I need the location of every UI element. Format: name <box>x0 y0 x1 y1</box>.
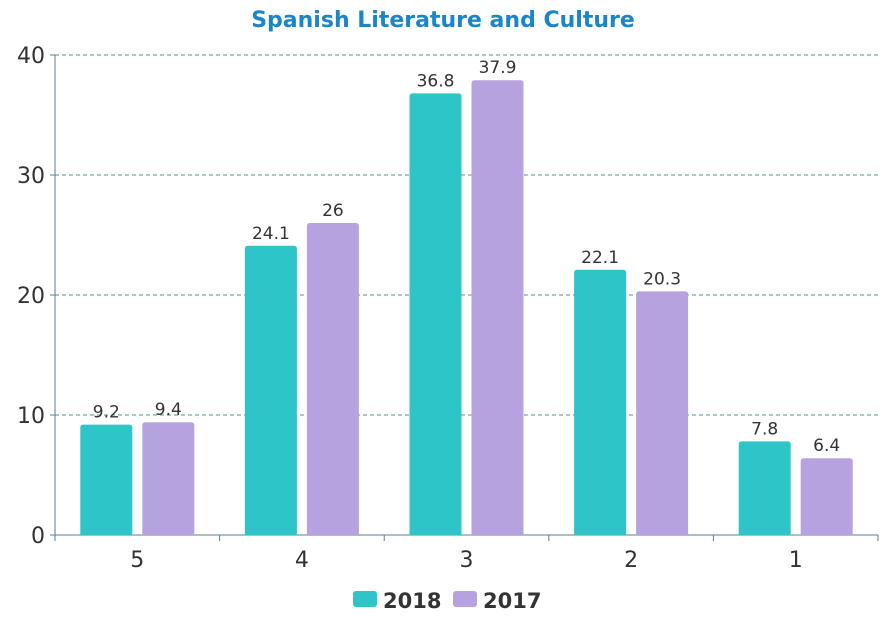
data-label-2017-2: 20.3 <box>643 269 681 289</box>
x-tick-label-2: 2 <box>624 548 638 573</box>
data-label-2017-5: 9.4 <box>155 400 182 420</box>
data-label-2018-5: 9.2 <box>93 403 120 423</box>
legend-label-2017[interactable]: 2017 <box>483 589 541 613</box>
data-label-2017-3: 37.9 <box>479 58 517 78</box>
chart-title: Spanish Literature and Culture <box>251 8 635 33</box>
data-label-2018-4: 24.1 <box>252 224 290 244</box>
x-tick-label-5: 5 <box>130 548 144 573</box>
bars <box>80 80 853 536</box>
legend[interactable]: 2018 2017 <box>353 589 541 613</box>
bar-2017-4[interactable] <box>306 223 359 535</box>
x-tick-label-1: 1 <box>789 548 803 573</box>
bar-2017-3[interactable] <box>471 80 524 535</box>
bar-2017-2[interactable] <box>636 291 689 535</box>
bar-2017-5[interactable] <box>142 422 195 535</box>
x-tick-label-3: 3 <box>460 548 474 573</box>
x-tick-label-4: 4 <box>295 548 309 573</box>
y-tick-label-30: 30 <box>17 164 45 189</box>
bar-2018-5[interactable] <box>80 424 133 535</box>
y-tick-label-20: 20 <box>17 284 45 309</box>
y-tick-label-10: 10 <box>17 404 45 429</box>
bar-2018-1[interactable] <box>738 441 791 535</box>
legend-label-2018[interactable]: 2018 <box>383 589 441 613</box>
legend-swatch-2017[interactable] <box>453 591 477 607</box>
bar-2018-3[interactable] <box>409 93 462 536</box>
data-label-2018-3: 36.8 <box>417 71 455 91</box>
data-label-2018-1: 7.8 <box>751 419 778 439</box>
bar-2018-2[interactable] <box>574 269 627 535</box>
data-label-2018-2: 22.1 <box>581 248 619 268</box>
bar-2018-4[interactable] <box>244 245 297 536</box>
legend-swatch-2018[interactable] <box>353 591 377 607</box>
y-tick-label-40: 40 <box>17 44 45 69</box>
data-label-2017-4: 26 <box>322 201 344 221</box>
y-tick-label-0: 0 <box>31 524 45 549</box>
grid-lines <box>55 54 878 416</box>
bar-2017-1[interactable] <box>800 458 853 535</box>
data-label-2017-1: 6.4 <box>813 436 840 456</box>
data-labels: 9.2 9.4 24.1 26 36.8 37.9 22.1 20.3 7.8 6.4 <box>93 58 840 456</box>
